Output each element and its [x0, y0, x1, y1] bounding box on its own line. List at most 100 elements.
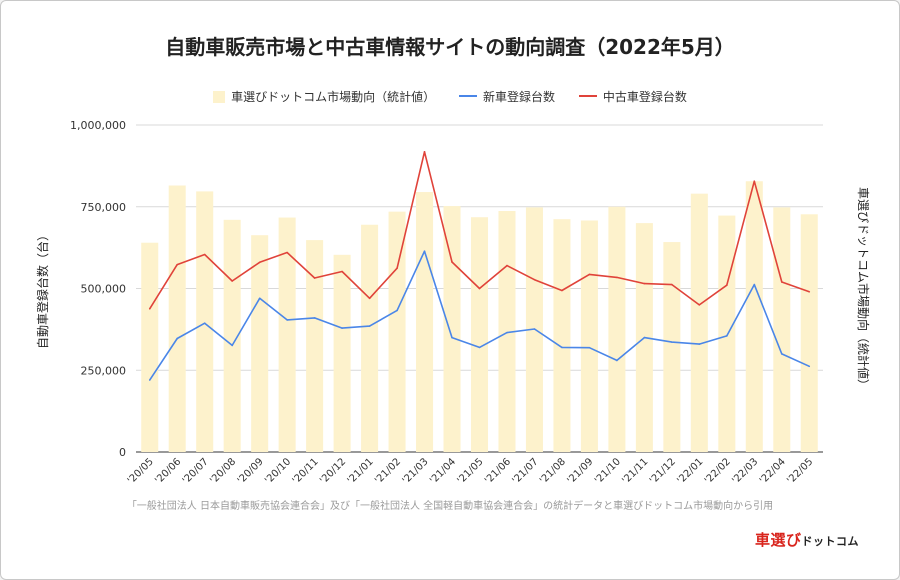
chart-plot: 0250,000500,000750,0001,000,000'20/05'20… — [35, 119, 871, 486]
y-tick-label: 250,000 — [81, 364, 127, 377]
bar-market — [278, 217, 296, 452]
legend-swatch-used-car — [578, 95, 597, 97]
bar-market — [470, 217, 489, 452]
bar-market — [168, 185, 186, 452]
point-used-car — [643, 282, 646, 285]
x-tick-label: '20/09 — [236, 456, 266, 486]
x-tick-label: '20/11 — [291, 456, 321, 486]
bar-market — [608, 206, 626, 452]
point-used-car — [396, 267, 398, 270]
bar-market — [251, 235, 269, 452]
x-tick-label: '20/12 — [318, 456, 348, 486]
point-used-car — [671, 283, 673, 286]
bar-market — [443, 206, 461, 452]
bar-market — [196, 191, 214, 453]
y-tick-label: 500,000 — [81, 283, 127, 296]
point-used-car — [726, 284, 728, 287]
point-used-car — [148, 307, 151, 310]
x-tick-label: '21/05 — [456, 456, 486, 486]
bar-market — [388, 211, 406, 452]
point-used-car — [478, 287, 481, 290]
point-used-car — [616, 276, 618, 279]
y-axis-label: 自動車登録台数（台） — [35, 229, 50, 349]
point-used-car — [533, 278, 536, 281]
bar-market — [361, 224, 379, 452]
x-tick-label: '21/01 — [346, 456, 376, 486]
bar-market — [580, 220, 598, 452]
x-tick-label: '20/06 — [153, 456, 183, 486]
point-used-car — [341, 270, 343, 273]
legend-label-market: 車選びドットコム市場動向（統計値） — [231, 90, 436, 104]
point-new-car — [753, 283, 756, 286]
x-tick-label: '22/02 — [703, 456, 733, 486]
legend-label-used-car: 中古車登録台数 — [602, 90, 687, 104]
point-new-car — [698, 343, 701, 345]
legend-swatch-new-car — [458, 95, 477, 97]
x-tick-label: '20/10 — [263, 456, 293, 486]
bar-market — [663, 242, 681, 452]
chart-title: 自動車販売市場と中古車情報サイトの動向調査（2022年5月） — [165, 35, 735, 59]
bar-market — [141, 242, 159, 452]
point-new-car — [231, 344, 233, 347]
point-new-car — [561, 346, 563, 349]
point-new-car — [258, 297, 261, 300]
x-tick-label: '21/02 — [373, 456, 403, 486]
point-new-car — [478, 346, 481, 349]
x-tick-label: '21/11 — [620, 456, 650, 486]
point-new-car — [451, 336, 453, 339]
point-new-car — [616, 359, 618, 362]
brand-logo-main: 車選び — [754, 531, 802, 549]
bar-market — [306, 240, 324, 452]
point-used-car — [506, 264, 508, 267]
x-tick-label: '20/08 — [208, 456, 238, 486]
point-new-car — [671, 341, 673, 343]
bar-layer — [141, 181, 818, 453]
brand-logo: 車選びドットコム — [755, 529, 859, 550]
x-tick-label: '21/12 — [648, 456, 678, 486]
brand-logo-sub: ドットコム — [801, 535, 859, 548]
bar-market — [498, 211, 516, 452]
point-new-car — [506, 331, 508, 334]
point-used-car — [258, 261, 261, 264]
bar-market — [800, 214, 818, 452]
point-used-car — [753, 180, 756, 183]
x-tick-label: '20/07 — [181, 456, 211, 486]
point-used-car — [698, 304, 701, 306]
point-new-car — [726, 335, 728, 337]
x-tick-label: '20/05 — [126, 456, 156, 486]
point-used-car — [203, 253, 206, 256]
x-tick-label: '22/01 — [675, 456, 705, 486]
point-new-car — [341, 327, 343, 329]
point-new-car — [396, 309, 398, 312]
point-new-car — [780, 353, 783, 355]
y-tick-label: 0 — [119, 446, 126, 459]
x-tick-label: '22/05 — [785, 456, 815, 486]
point-used-car — [286, 251, 288, 254]
x-tick-label: '21/07 — [510, 456, 540, 486]
point-new-car — [148, 379, 151, 381]
x-tick-label: '21/06 — [483, 456, 513, 486]
y-tick-label: 1,000,000 — [70, 119, 126, 132]
x-tick-label: '21/04 — [428, 456, 458, 486]
legend-item-used-car: 中古車登録台数 — [578, 88, 687, 105]
point-new-car — [588, 346, 591, 349]
point-new-car — [286, 319, 288, 321]
point-new-car — [313, 317, 316, 319]
point-new-car — [643, 336, 646, 339]
legend-label-new-car: 新車登録台数 — [482, 90, 555, 104]
x-tick-label: '22/03 — [730, 456, 760, 486]
point-used-car — [780, 281, 783, 283]
bar-market — [553, 219, 571, 452]
point-new-car — [808, 365, 811, 368]
y2-axis-label: 車選びドットコム市場動向（統計値） — [856, 187, 871, 391]
point-used-car — [368, 297, 371, 300]
point-used-car — [231, 280, 233, 282]
x-tick-label: '21/03 — [401, 456, 431, 486]
point-used-car — [176, 263, 179, 266]
point-used-car — [313, 277, 316, 279]
bar-market — [718, 215, 736, 452]
y-tick-label: 750,000 — [81, 201, 127, 214]
bar-market — [773, 207, 791, 452]
bar-market — [745, 181, 763, 452]
